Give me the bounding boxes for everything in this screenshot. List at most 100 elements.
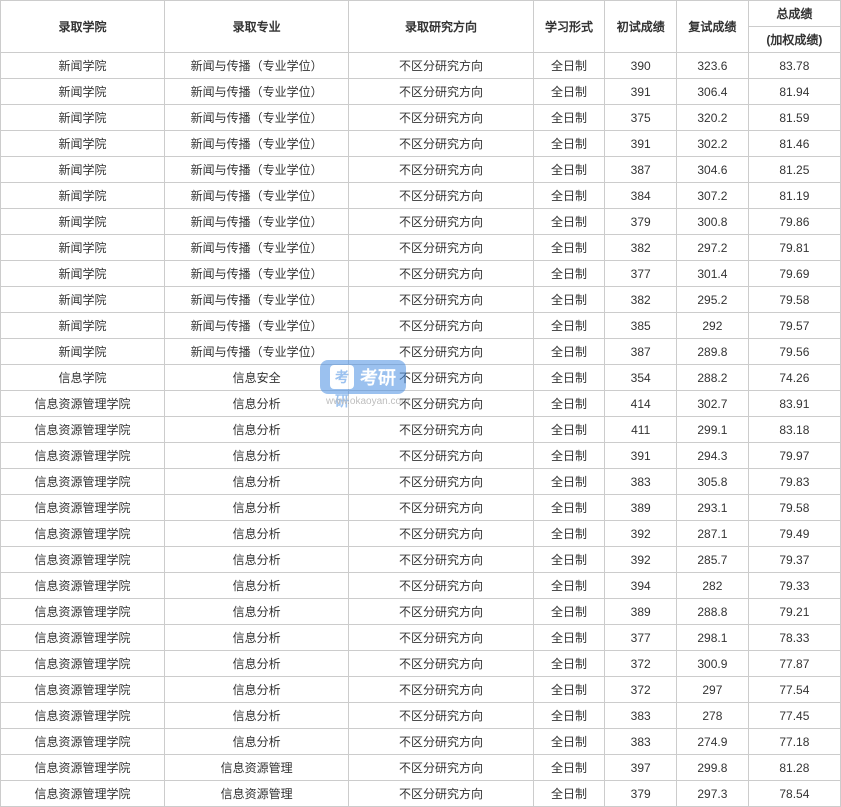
table-cell: 全日制 <box>533 183 605 209</box>
table-cell: 信息资源管理学院 <box>1 443 165 469</box>
table-cell: 320.2 <box>677 105 749 131</box>
table-cell: 信息分析 <box>164 443 348 469</box>
table-row: 信息资源管理学院信息分析不区分研究方向全日制392287.179.49 <box>1 521 841 547</box>
table-row: 新闻学院新闻与传播（专业学位）不区分研究方向全日制382295.279.58 <box>1 287 841 313</box>
table-cell: 全日制 <box>533 365 605 391</box>
table-cell: 77.87 <box>748 651 840 677</box>
table-cell: 81.59 <box>748 105 840 131</box>
table-cell: 375 <box>605 105 677 131</box>
table-cell: 新闻学院 <box>1 183 165 209</box>
table-cell: 295.2 <box>677 287 749 313</box>
table-cell: 不区分研究方向 <box>349 755 533 781</box>
table-cell: 信息分析 <box>164 417 348 443</box>
table-cell: 379 <box>605 209 677 235</box>
table-row: 信息学院信息安全不区分研究方向全日制354288.274.26 <box>1 365 841 391</box>
table-cell: 信息资源管理学院 <box>1 677 165 703</box>
table-cell: 81.19 <box>748 183 840 209</box>
header-college: 录取学院 <box>1 1 165 53</box>
table-cell: 信息分析 <box>164 729 348 755</box>
table-row: 新闻学院新闻与传播（专业学位）不区分研究方向全日制375320.281.59 <box>1 105 841 131</box>
table-cell: 新闻与传播（专业学位） <box>164 105 348 131</box>
table-cell: 不区分研究方向 <box>349 105 533 131</box>
table-cell: 390 <box>605 53 677 79</box>
table-cell: 不区分研究方向 <box>349 157 533 183</box>
table-cell: 信息资源管理学院 <box>1 391 165 417</box>
table-cell: 306.4 <box>677 79 749 105</box>
table-cell: 79.58 <box>748 495 840 521</box>
admission-table: 录取学院 录取专业 录取研究方向 学习形式 初试成绩 复试成绩 总成绩 (加权成… <box>0 0 841 807</box>
table-cell: 299.8 <box>677 755 749 781</box>
table-cell: 79.69 <box>748 261 840 287</box>
table-cell: 294.3 <box>677 443 749 469</box>
table-cell: 382 <box>605 235 677 261</box>
table-cell: 信息分析 <box>164 703 348 729</box>
table-cell: 新闻与传播（专业学位） <box>164 79 348 105</box>
table-row: 信息资源管理学院信息分析不区分研究方向全日制383274.977.18 <box>1 729 841 755</box>
table-cell: 新闻与传播（专业学位） <box>164 131 348 157</box>
table-cell: 79.49 <box>748 521 840 547</box>
table-row: 新闻学院新闻与传播（专业学位）不区分研究方向全日制379300.879.86 <box>1 209 841 235</box>
table-cell: 83.91 <box>748 391 840 417</box>
table-row: 信息资源管理学院信息分析不区分研究方向全日制383305.879.83 <box>1 469 841 495</box>
table-cell: 信息分析 <box>164 677 348 703</box>
table-cell: 信息资源管理学院 <box>1 469 165 495</box>
table-cell: 信息资源管理学院 <box>1 495 165 521</box>
table-cell: 77.18 <box>748 729 840 755</box>
table-cell: 信息资源管理学院 <box>1 755 165 781</box>
table-cell: 392 <box>605 547 677 573</box>
table-cell: 信息学院 <box>1 365 165 391</box>
table-cell: 新闻与传播（专业学位） <box>164 209 348 235</box>
table-cell: 新闻与传播（专业学位） <box>164 183 348 209</box>
table-cell: 新闻学院 <box>1 157 165 183</box>
table-cell: 288.2 <box>677 365 749 391</box>
table-cell: 383 <box>605 469 677 495</box>
table-cell: 不区分研究方向 <box>349 625 533 651</box>
table-cell: 不区分研究方向 <box>349 365 533 391</box>
table-cell: 302.2 <box>677 131 749 157</box>
table-cell: 383 <box>605 703 677 729</box>
table-cell: 391 <box>605 79 677 105</box>
table-cell: 79.21 <box>748 599 840 625</box>
table-cell: 全日制 <box>533 547 605 573</box>
table-row: 信息资源管理学院信息分析不区分研究方向全日制414302.783.91 <box>1 391 841 417</box>
table-cell: 282 <box>677 573 749 599</box>
table-cell: 81.28 <box>748 755 840 781</box>
table-cell: 74.26 <box>748 365 840 391</box>
table-cell: 385 <box>605 313 677 339</box>
table-cell: 305.8 <box>677 469 749 495</box>
table-cell: 382 <box>605 287 677 313</box>
table-cell: 不区分研究方向 <box>349 417 533 443</box>
table-cell: 新闻学院 <box>1 209 165 235</box>
table-cell: 不区分研究方向 <box>349 651 533 677</box>
table-header: 录取学院 录取专业 录取研究方向 学习形式 初试成绩 复试成绩 总成绩 (加权成… <box>1 1 841 53</box>
table-cell: 全日制 <box>533 573 605 599</box>
table-cell: 不区分研究方向 <box>349 729 533 755</box>
table-cell: 79.58 <box>748 287 840 313</box>
table-cell: 全日制 <box>533 755 605 781</box>
table-row: 信息资源管理学院信息分析不区分研究方向全日制372300.977.87 <box>1 651 841 677</box>
table-cell: 379 <box>605 781 677 807</box>
table-cell: 383 <box>605 729 677 755</box>
table-row: 信息资源管理学院信息分析不区分研究方向全日制39428279.33 <box>1 573 841 599</box>
table-cell: 信息资源管理学院 <box>1 547 165 573</box>
table-cell: 288.8 <box>677 599 749 625</box>
table-cell: 不区分研究方向 <box>349 131 533 157</box>
table-cell: 79.56 <box>748 339 840 365</box>
table-cell: 不区分研究方向 <box>349 599 533 625</box>
table-cell: 信息分析 <box>164 391 348 417</box>
table-cell: 全日制 <box>533 625 605 651</box>
table-cell: 信息分析 <box>164 469 348 495</box>
table-cell: 全日制 <box>533 105 605 131</box>
table-cell: 信息资源管理学院 <box>1 703 165 729</box>
table-row: 信息资源管理学院信息分析不区分研究方向全日制377298.178.33 <box>1 625 841 651</box>
header-direction: 录取研究方向 <box>349 1 533 53</box>
table-cell: 292 <box>677 313 749 339</box>
table-cell: 397 <box>605 755 677 781</box>
table-cell: 信息资源管理 <box>164 755 348 781</box>
table-cell: 新闻与传播（专业学位） <box>164 339 348 365</box>
table-cell: 372 <box>605 677 677 703</box>
table-cell: 新闻与传播（专业学位） <box>164 53 348 79</box>
header-major: 录取专业 <box>164 1 348 53</box>
table-row: 新闻学院新闻与传播（专业学位）不区分研究方向全日制390323.683.78 <box>1 53 841 79</box>
table-cell: 394 <box>605 573 677 599</box>
